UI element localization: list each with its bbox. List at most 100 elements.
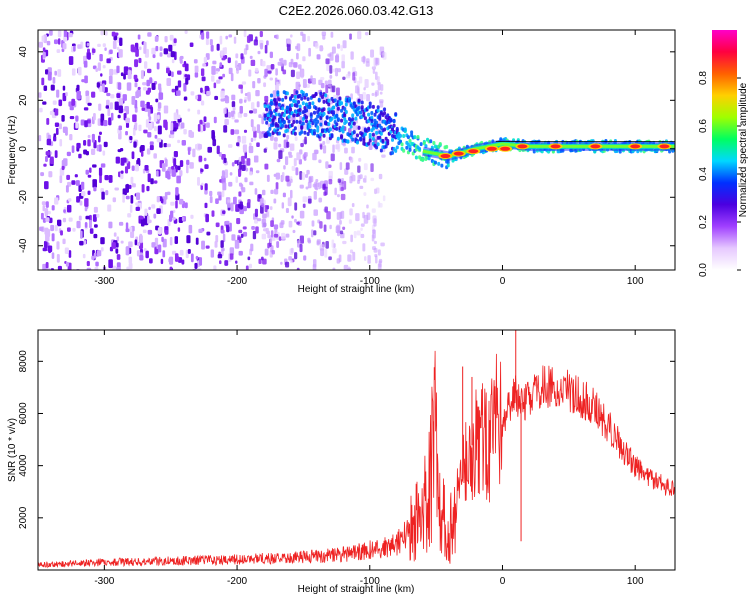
spectrogram-speckle [246, 35, 251, 44]
spectrogram-speckle [38, 41, 43, 48]
spectrogram-speckle [189, 42, 194, 48]
spectrogram-band-cell [281, 106, 285, 111]
spectrogram-speckle [80, 230, 83, 239]
spectrogram-speckle [339, 162, 343, 171]
spectrogram-speckle [356, 230, 361, 236]
spectrogram-speckle [200, 168, 204, 173]
spectrogram-speckle [332, 247, 337, 254]
spectrogram-band-cell [359, 136, 363, 141]
spectrogram-speckle [109, 102, 113, 110]
spectrogram-band-cell [284, 95, 288, 100]
spectrogram-speckle [156, 170, 159, 177]
spectrogram-speckle [323, 224, 327, 232]
spectrogram-peak-point [550, 144, 561, 149]
spectrogram-speckle [163, 142, 168, 148]
spectrogram-speckle [352, 251, 356, 261]
spectrogram-speckle [233, 36, 237, 44]
spectrogram-speckle [69, 116, 75, 120]
spectrogram-speckle [131, 165, 135, 171]
spectrogram-speckle [98, 135, 101, 143]
spectrogram-band-cell [274, 101, 278, 106]
spectrogram-speckle [186, 235, 191, 244]
spectrogram-speckle [201, 240, 205, 250]
spectrogram-speckle [66, 204, 72, 213]
spectrogram-speckle [256, 124, 261, 134]
spectrogram-speckle [273, 142, 278, 150]
spectrogram-band-cell [352, 101, 356, 106]
spectrogram-speckle [179, 59, 183, 64]
spectrogram-band-cell [327, 98, 331, 103]
spectrogram-speckle [239, 105, 243, 114]
spectrogram-speckle [75, 115, 79, 122]
spectrogram-speckle [223, 125, 228, 133]
spectrogram-peak-layer [438, 141, 675, 160]
spectrogram-peak-point [453, 151, 464, 156]
spectrogram-speckle [263, 228, 268, 232]
spectrogram-speckle [42, 205, 46, 212]
spectrogram-speckle [45, 151, 50, 156]
spectrogram-speckle [87, 139, 91, 147]
spectrogram-speckle [86, 53, 90, 58]
spectrogram-speckle [224, 47, 227, 55]
spectrogram-speckle [146, 148, 151, 155]
spectrogram-speckle [109, 49, 113, 55]
spectrogram-speckle [103, 120, 108, 127]
spectrogram-speckle [175, 187, 179, 196]
spectrogram-speckle [299, 170, 303, 180]
spectrogram-band-cell [437, 161, 441, 166]
spectrogram-speckle [206, 122, 210, 128]
spectrogram-speckle [77, 66, 82, 76]
spectrogram-speckle [286, 134, 290, 140]
spectrogram-speckle [352, 125, 357, 131]
spectrogram-speckle [199, 257, 203, 266]
spectrogram-speckle [170, 122, 174, 131]
spectrogram-speckle [176, 90, 181, 96]
spectrogram-speckle [141, 184, 145, 193]
spectrogram-x-axis: -300 -200 -100 0 100 [94, 30, 644, 287]
spectrogram-speckle [173, 38, 177, 44]
spectrogram-speckle [290, 247, 294, 254]
spectrogram-speckle [294, 218, 297, 223]
spectrogram-band-cell [357, 105, 361, 110]
spectrogram-speckle [78, 184, 82, 192]
spectrogram-speckle [364, 79, 369, 88]
spectrogram-band-cell [263, 104, 267, 109]
spectrogram-speckle [223, 157, 227, 164]
spectrogram-speckle [57, 38, 61, 45]
spectrogram-speckle [54, 108, 59, 116]
spectrogram-speckle [344, 168, 349, 175]
spectrogram-speckle [363, 192, 367, 196]
spectrogram-speckle [305, 174, 309, 178]
spectrogram-speckle [325, 84, 329, 94]
spectrogram-band-cell [384, 144, 388, 149]
spectrogram-band-cell [340, 135, 344, 140]
spectrogram-speckle [278, 236, 282, 241]
spectrogram-speckle [73, 45, 76, 52]
spectrogram-speckle [169, 236, 173, 246]
spectrogram-speckle [357, 31, 362, 40]
spectrogram-speckle [213, 82, 217, 89]
spectrogram-speckle [181, 140, 186, 146]
spectrogram-speckle [85, 90, 90, 96]
spectrogram-speckle [168, 44, 173, 52]
spectrogram-speckle [123, 66, 129, 75]
spectrogram-speckle [295, 167, 299, 176]
spectrogram-speckle [41, 35, 45, 42]
spectrogram-speckle [210, 44, 214, 52]
spectrogram-speckle [75, 180, 80, 186]
spectrogram-speckle [229, 247, 235, 256]
spectrogram-speckle [170, 130, 175, 135]
spectrogram-band-cell [295, 103, 299, 108]
spectrogram-speckle [378, 260, 382, 268]
spectrogram-speckle [100, 163, 106, 168]
spectrogram-speckle [312, 152, 317, 161]
spectrogram-speckle [337, 178, 342, 183]
spectrogram-speckle [335, 53, 339, 59]
spectrogram-speckle [287, 39, 292, 45]
spectrogram-speckle [134, 82, 138, 88]
spectrogram-speckle [45, 262, 49, 269]
spectrogram-speckle [99, 85, 103, 92]
spectrogram-speckle [214, 240, 218, 248]
spectrogram-band-cell [395, 126, 399, 131]
spectrogram-speckle [276, 241, 280, 248]
